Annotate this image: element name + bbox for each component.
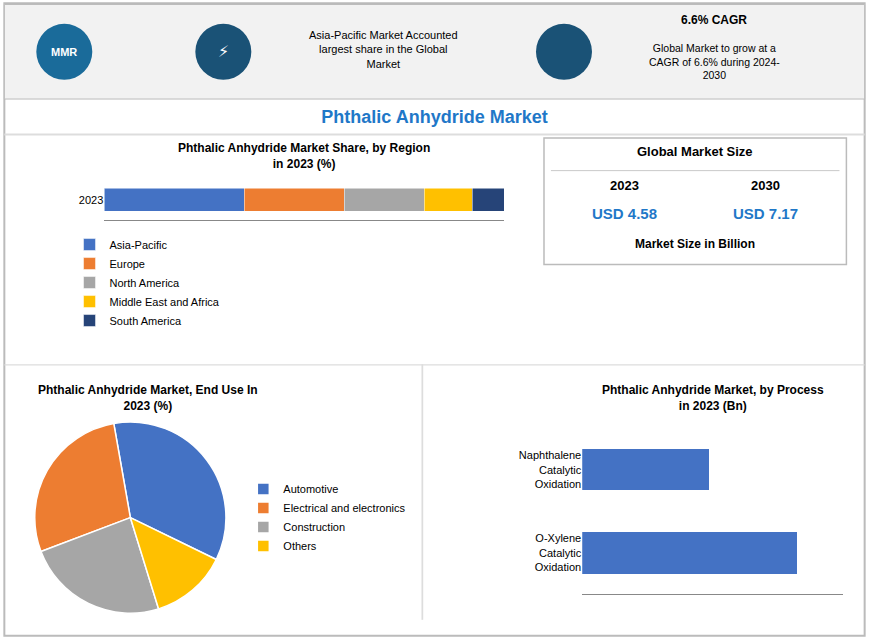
svg-text:Market Size in Billion: Market Size in Billion	[635, 237, 755, 251]
svg-text:Automotive: Automotive	[283, 483, 338, 495]
svg-text:Phthalic Anhydride Market, by: Phthalic Anhydride Market, by Processin …	[602, 383, 824, 413]
svg-text:Global Market to grow at aCAGR: Global Market to grow at aCAGR of 6.6% d…	[649, 42, 780, 81]
svg-text:Construction: Construction	[283, 521, 345, 533]
svg-text:⚡: ⚡	[218, 43, 229, 60]
svg-text:6.6% CAGR: 6.6% CAGR	[681, 13, 747, 27]
svg-text:2030: 2030	[751, 178, 780, 193]
svg-text:Europe: Europe	[110, 258, 145, 270]
svg-text:USD 7.17: USD 7.17	[733, 205, 798, 222]
svg-text:Phthalic Anhydride Market Shar: Phthalic Anhydride Market Share, by Regi…	[178, 141, 430, 171]
svg-text:2023: 2023	[79, 194, 103, 206]
svg-text:South America: South America	[110, 315, 182, 327]
svg-text:USD 4.58: USD 4.58	[592, 205, 657, 222]
svg-text:Others: Others	[283, 540, 317, 552]
svg-text:Phthalic Anhydride Market: Phthalic Anhydride Market	[321, 107, 547, 127]
svg-text:Middle East and Africa: Middle East and Africa	[110, 296, 220, 308]
svg-text:North America: North America	[110, 277, 181, 289]
svg-text:Electrical and electronics: Electrical and electronics	[283, 502, 405, 514]
svg-text:Phthalic Anhydride Market, End: Phthalic Anhydride Market, End Use In202…	[38, 383, 258, 413]
svg-text:Global Market Size: Global Market Size	[637, 144, 753, 159]
svg-text:2023: 2023	[610, 178, 639, 193]
svg-text:MMR: MMR	[51, 46, 77, 58]
svg-text:NaphthaleneCatalyticOxidation: NaphthaleneCatalyticOxidation	[519, 449, 582, 490]
svg-text:Asia-Pacific Market Accountedl: Asia-Pacific Market Accountedlargest sha…	[309, 29, 458, 70]
svg-text:O-XyleneCatalyticOxidation: O-XyleneCatalyticOxidation	[535, 532, 582, 573]
svg-text:Asia-Pacific: Asia-Pacific	[110, 239, 168, 251]
